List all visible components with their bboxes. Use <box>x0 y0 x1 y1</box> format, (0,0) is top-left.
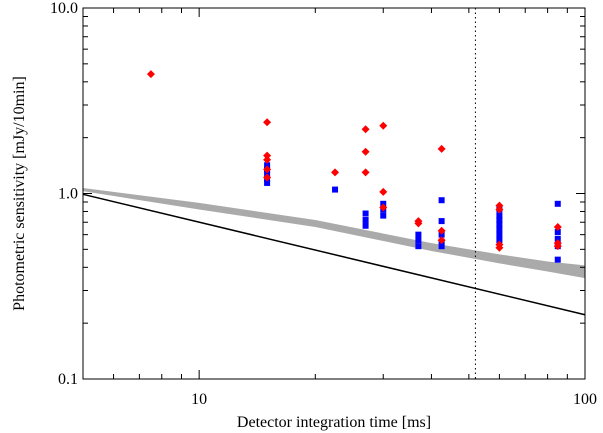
data-point-diamond <box>361 125 370 134</box>
data-point-square <box>264 162 271 169</box>
data-point-diamond <box>437 236 446 245</box>
data-point-square <box>362 216 369 223</box>
data-point-diamond <box>379 121 388 130</box>
data-point-square <box>362 222 369 229</box>
y-tick-label: 0.1 <box>58 371 78 388</box>
data-point-diamond <box>263 118 272 127</box>
data-point-diamond <box>361 168 370 177</box>
data-point-square <box>415 237 422 244</box>
data-point-square <box>438 243 445 250</box>
data-point-square <box>496 216 503 223</box>
y-tick-label: 1.0 <box>58 186 78 203</box>
data-point-diamond <box>331 168 340 177</box>
data-point-square <box>438 197 445 204</box>
data-point-square <box>496 231 503 238</box>
data-point-square <box>380 212 387 219</box>
data-point-square <box>554 235 561 242</box>
reference-line <box>82 193 586 316</box>
data-point-square <box>438 218 445 225</box>
data-point-square <box>554 200 561 207</box>
ticks-layer: 10 100 0.1 1.0 10.0 <box>50 0 597 408</box>
data-point-diamond <box>495 205 504 214</box>
data-point-diamond <box>553 242 562 251</box>
data-point-square <box>264 179 271 186</box>
data-point-diamond <box>437 144 446 153</box>
data-point-square <box>496 221 503 228</box>
data-point-diamond <box>263 165 272 174</box>
reference-line-layer <box>82 193 586 316</box>
data-point-square <box>362 210 369 217</box>
data-point-diamond <box>263 155 272 164</box>
data-points-layer <box>146 70 562 263</box>
sensitivity-band <box>83 188 585 279</box>
data-point-square <box>554 229 561 236</box>
y-axis-label: Photometric sensitivity [mJy/10min] <box>11 76 28 311</box>
data-point-square <box>554 256 561 263</box>
data-point-diamond <box>495 243 504 252</box>
sensitivity-band-layer <box>83 188 585 279</box>
data-point-diamond <box>379 203 388 212</box>
data-point-square <box>496 226 503 233</box>
data-point-diamond <box>263 173 272 182</box>
data-point-diamond <box>437 226 446 235</box>
x-tick-label: 10 <box>191 391 207 408</box>
data-point-square <box>415 231 422 238</box>
data-point-diamond <box>379 187 388 196</box>
data-point-diamond <box>361 147 370 156</box>
y-tick-label: 10.0 <box>50 0 78 17</box>
data-point-square <box>496 237 503 244</box>
x-tick-label: 100 <box>573 391 597 408</box>
data-point-diamond <box>263 151 272 160</box>
plot-frame <box>82 7 586 380</box>
data-point-diamond <box>414 219 423 228</box>
data-point-diamond <box>146 70 155 79</box>
data-point-square <box>332 186 339 193</box>
data-point-diamond <box>553 222 562 231</box>
x-axis-label: Detector integration time [ms] <box>237 414 431 431</box>
data-point-square <box>496 212 503 219</box>
data-point-square <box>415 243 422 250</box>
